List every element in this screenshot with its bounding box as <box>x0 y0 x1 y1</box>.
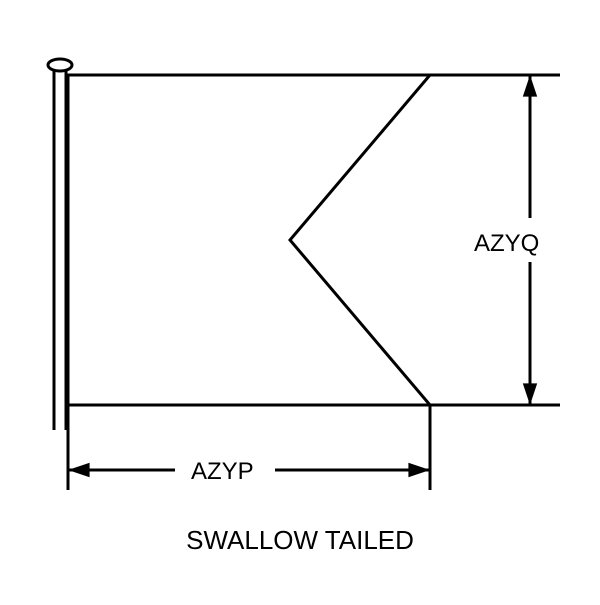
diagram-svg <box>0 0 600 600</box>
vertical-dimension-label: AZYQ <box>470 228 543 260</box>
flag-diagram: AZYP AZYQ SWALLOW TAILED <box>0 0 600 600</box>
diagram-title: SWALLOW TAILED <box>186 525 414 556</box>
horizontal-dimension-label: AZYP <box>185 458 260 486</box>
